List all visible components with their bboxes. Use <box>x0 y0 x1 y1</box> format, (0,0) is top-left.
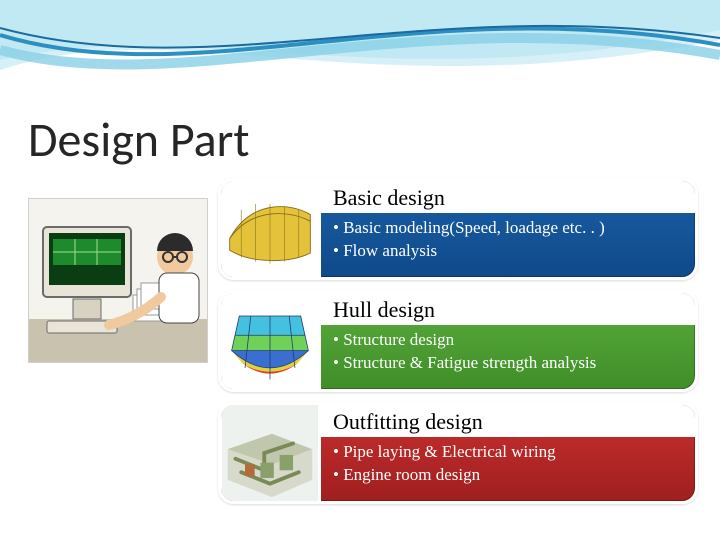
card-basic-design: Basic design • Basic modeling(Speed, loa… <box>218 178 698 280</box>
card-basic-bullet-1: Basic modeling(Speed, loadage etc. . ) <box>343 218 605 237</box>
card-basic-thumb <box>221 181 321 277</box>
card-outfitting-design: Outfitting design • Pipe laying & Electr… <box>218 402 698 504</box>
card-basic-bullet-2: Flow analysis <box>343 241 437 260</box>
card-hull-thumb <box>221 293 321 389</box>
card-hull-bullet-2: Structure & Fatigue strength analysis <box>343 353 596 372</box>
card-stack: Basic design • Basic modeling(Speed, loa… <box>218 178 698 514</box>
card-outfitting-heading: Outfitting design <box>321 405 695 437</box>
card-hull-design: Hull design • Structure design • Structu… <box>218 290 698 392</box>
slide-title: Design Part <box>28 110 249 169</box>
card-hull-heading: Hull design <box>321 293 695 325</box>
side-illustration <box>28 198 208 363</box>
card-outfitting-bullet-1: Pipe laying & Electrical wiring <box>343 442 555 461</box>
card-outfitting-thumb <box>221 405 321 501</box>
card-basic-heading: Basic design <box>321 181 695 213</box>
card-basic-body: • Basic modeling(Speed, loadage etc. . )… <box>321 213 695 277</box>
card-outfitting-bullet-2: Engine room design <box>343 465 480 484</box>
card-outfitting-body: • Pipe laying & Electrical wiring • Engi… <box>321 437 695 501</box>
card-hull-body: • Structure design • Structure & Fatigue… <box>321 325 695 389</box>
card-hull-bullet-1: Structure design <box>343 330 454 349</box>
wave-decor <box>0 0 720 110</box>
